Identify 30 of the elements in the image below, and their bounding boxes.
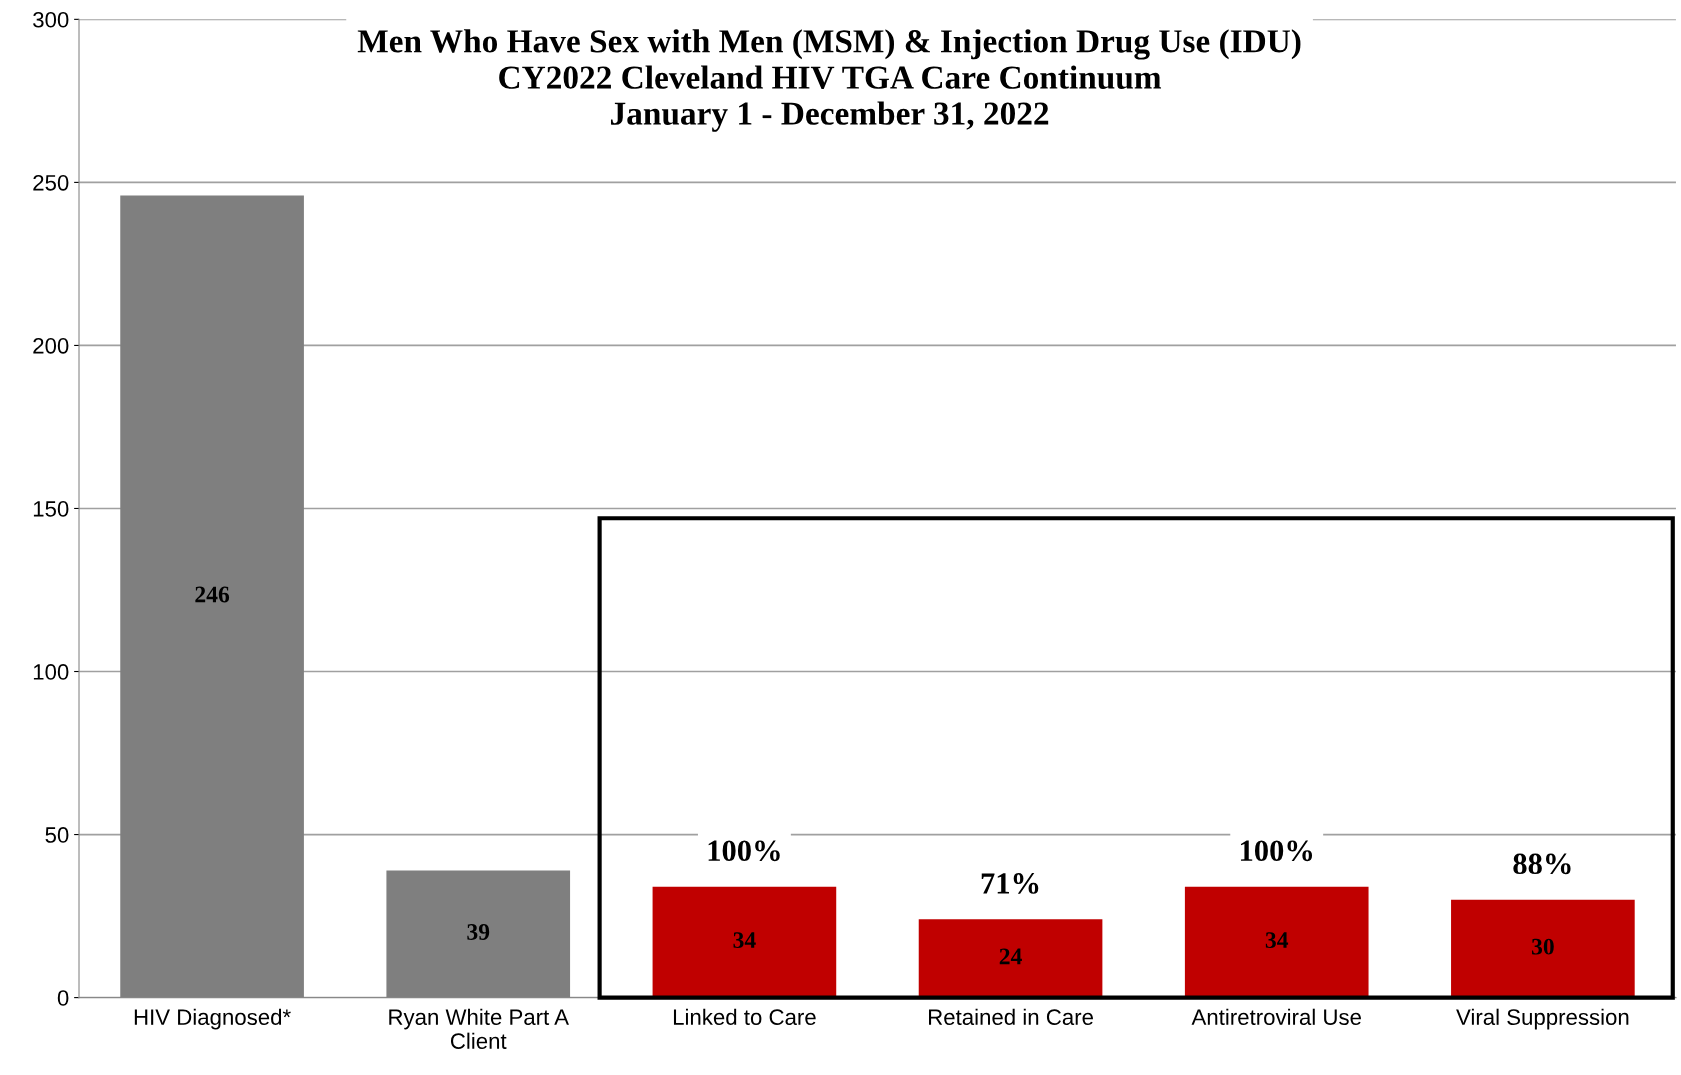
- data-label: 34: [733, 932, 756, 949]
- y-tick-label: 300: [33, 11, 69, 28]
- y-tick-label: 100: [33, 664, 69, 680]
- bar: [386, 870, 571, 998]
- annotation: 100%: [708, 840, 780, 862]
- data-label: 30: [1531, 938, 1554, 955]
- x-tick-label: Retained in Care: [929, 1008, 1093, 1026]
- x-tick-label: Antiretroviral Use: [1191, 1008, 1361, 1026]
- x-tick-label: HIV Diagnosed*: [134, 1008, 291, 1030]
- y-tick-label: 250: [33, 174, 69, 191]
- y-tick-label: 50: [45, 827, 69, 843]
- data-label: 34: [1265, 932, 1289, 949]
- bar: [652, 886, 837, 998]
- data-label: 246: [195, 586, 230, 603]
- data-label: 24: [999, 948, 1022, 965]
- data-label: 39: [467, 924, 490, 940]
- y-tick-label: 0: [57, 990, 69, 1006]
- y-tick-label: 150: [33, 501, 69, 517]
- x-tick-label: Viral Suppression: [1456, 1008, 1629, 1030]
- bar: [120, 195, 304, 998]
- bar: [918, 919, 1103, 998]
- bar: [1451, 899, 1635, 998]
- bar: [1184, 886, 1369, 998]
- annotation: 100%: [1240, 840, 1313, 862]
- x-tick-label: Linked to Care: [673, 1008, 816, 1026]
- annotation: 71%: [981, 873, 1039, 894]
- text: Men Who Have Sex with Men (MSM) & Injection Drug Use (IDU) CY2022 Cleveland HIV TGA Care Continuum January 1 - December 31, 2022: [357, 29, 1301, 132]
- y-tick-label: 200: [33, 337, 69, 354]
- annotation: 88%: [1513, 853, 1571, 875]
- x-tick-label: Ryan White Part A Client: [389, 1008, 569, 1049]
